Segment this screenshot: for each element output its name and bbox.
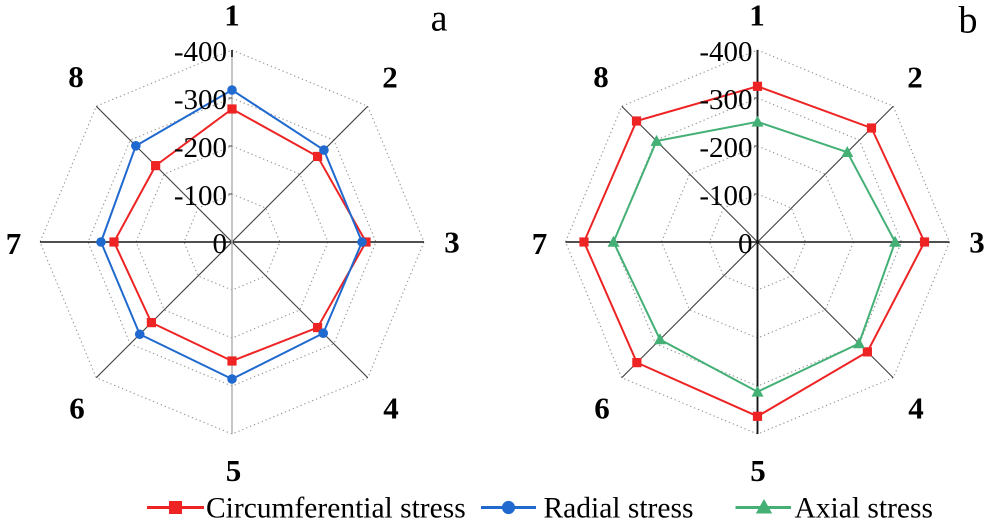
svg-text:Circumferential stress: Circumferential stress xyxy=(206,493,466,525)
svg-text:5: 5 xyxy=(750,453,766,488)
svg-text:4: 4 xyxy=(383,391,399,426)
svg-text:8: 8 xyxy=(593,59,609,94)
svg-text:-200: -200 xyxy=(699,132,752,164)
svg-text:-100: -100 xyxy=(174,180,227,212)
svg-text:-400: -400 xyxy=(174,36,227,68)
svg-text:-300: -300 xyxy=(699,84,752,116)
svg-text:7: 7 xyxy=(6,226,22,261)
svg-text:1: 1 xyxy=(749,0,765,33)
svg-text:-200: -200 xyxy=(174,132,227,164)
svg-text:-400: -400 xyxy=(699,36,752,68)
svg-text:-300: -300 xyxy=(174,84,227,116)
svg-text:0: 0 xyxy=(738,228,753,260)
svg-text:Axial stress: Axial stress xyxy=(795,493,933,525)
svg-text:b: b xyxy=(959,0,978,42)
svg-text:a: a xyxy=(431,0,448,40)
svg-text:Radial stress: Radial stress xyxy=(544,493,694,525)
svg-text:-100: -100 xyxy=(699,180,752,212)
svg-text:6: 6 xyxy=(69,391,85,426)
svg-text:8: 8 xyxy=(68,59,84,94)
svg-text:4: 4 xyxy=(908,391,924,426)
svg-text:0: 0 xyxy=(213,228,228,260)
svg-text:2: 2 xyxy=(907,60,923,95)
svg-text:3: 3 xyxy=(444,225,460,260)
svg-text:5: 5 xyxy=(226,453,242,488)
svg-text:6: 6 xyxy=(594,391,610,426)
svg-text:2: 2 xyxy=(382,60,398,95)
svg-text:1: 1 xyxy=(224,0,240,33)
svg-text:7: 7 xyxy=(532,226,548,261)
svg-text:3: 3 xyxy=(969,225,985,260)
